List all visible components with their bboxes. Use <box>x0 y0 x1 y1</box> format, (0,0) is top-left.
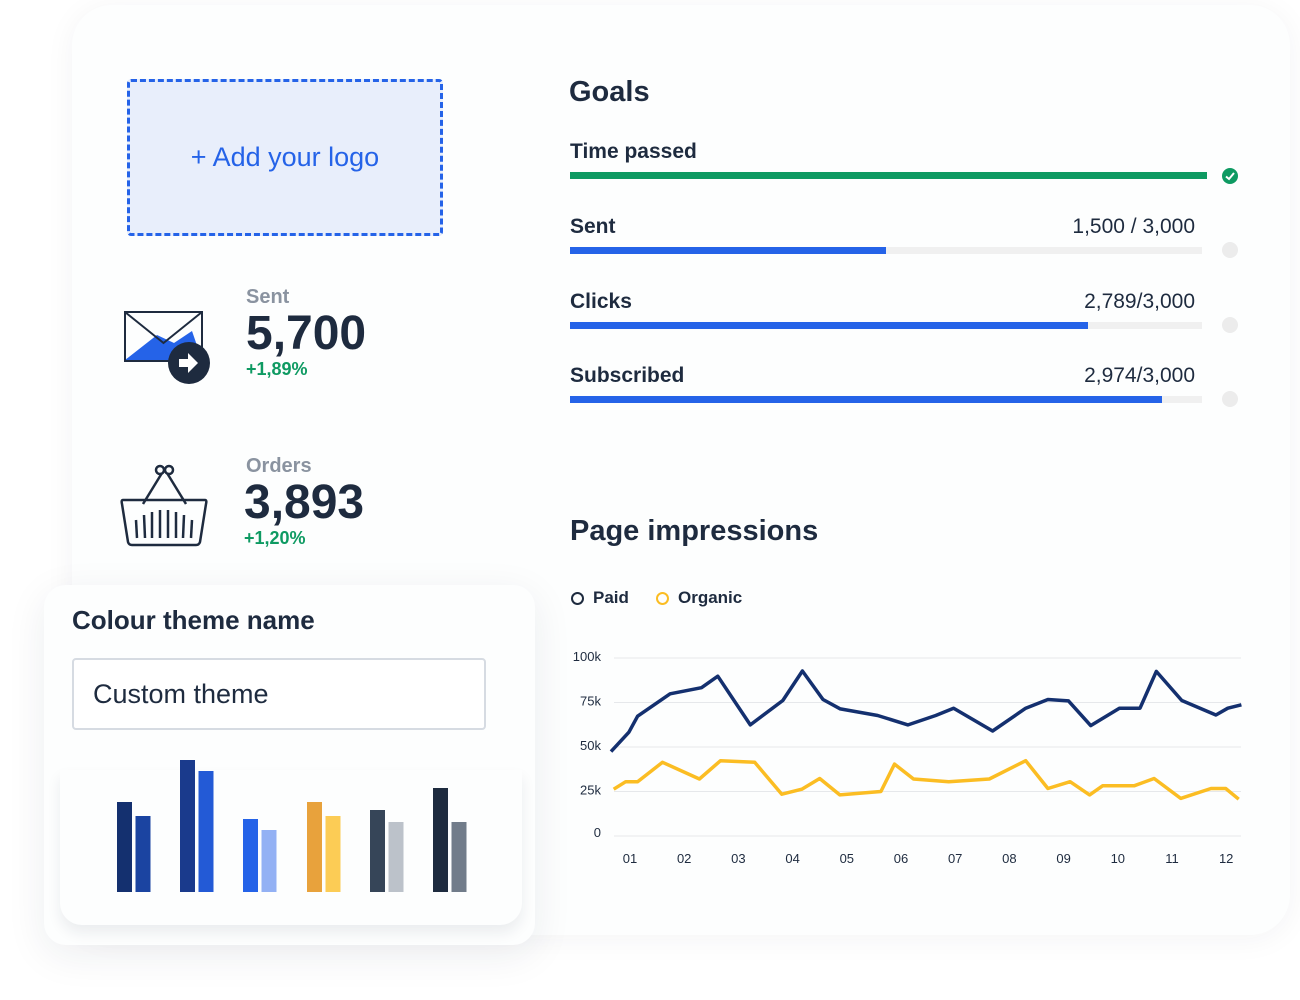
stat-change: +1,20% <box>244 528 306 549</box>
legend-item-paid[interactable]: Paid <box>571 588 629 608</box>
stat-change: +1,89% <box>246 359 308 380</box>
palette-bar <box>307 802 322 892</box>
x-tick-label: 03 <box>731 851 745 866</box>
add-logo-button[interactable]: + Add your logo <box>127 79 443 236</box>
x-tick-label: 02 <box>677 851 691 866</box>
palette-bar <box>117 802 132 892</box>
y-tick-label: 0 <box>594 825 601 840</box>
goal-name: Clicks <box>570 290 632 313</box>
palette-bar <box>370 810 385 892</box>
palette-bar <box>388 822 404 892</box>
legend-label: Paid <box>593 588 629 607</box>
envelope-send-icon <box>124 311 210 384</box>
stat-sent: Sent 5,700 +1,89% <box>246 286 366 380</box>
goal-name: Time passed <box>570 140 697 163</box>
goal-count: 2,789/3,000 <box>1084 290 1195 313</box>
check-icon <box>1222 168 1238 184</box>
goal-progress-bar <box>570 396 1202 403</box>
pending-dot-icon <box>1222 317 1238 333</box>
x-tick-label: 12 <box>1219 851 1233 866</box>
stat-value: 5,700 <box>246 307 367 360</box>
y-tick-label: 25k <box>580 783 601 798</box>
palette-bar <box>198 771 214 892</box>
palette-bar <box>243 819 258 892</box>
palette-bar <box>180 760 195 892</box>
x-tick-label: 07 <box>948 851 962 866</box>
shopping-basket-icon <box>120 464 208 547</box>
palette-bar <box>261 830 277 892</box>
x-tick-label: 04 <box>785 851 799 866</box>
palette-bar-chart <box>117 760 467 892</box>
add-logo-label: + Add your logo <box>190 142 380 172</box>
stat-value: 3,893 <box>244 476 365 529</box>
palette-bar <box>433 788 448 892</box>
palette-bar <box>135 816 151 892</box>
goal-progress-bar <box>570 322 1202 329</box>
x-tick-label: 01 <box>623 851 637 866</box>
theme-name-value: Custom theme <box>93 678 269 709</box>
theme-title: Colour theme name <box>72 605 315 635</box>
y-tick-label: 100k <box>573 649 602 664</box>
x-tick-label: 10 <box>1111 851 1125 866</box>
y-tick-label: 75k <box>580 694 601 709</box>
y-tick-label: 50k <box>580 738 601 753</box>
palette-bar <box>325 816 341 892</box>
stat-label: Orders <box>246 455 312 477</box>
series-line-organic <box>612 758 1240 801</box>
goals-title: Goals <box>569 76 650 108</box>
x-tick-label: 05 <box>840 851 854 866</box>
legend-organic-marker-icon <box>656 591 669 605</box>
palette-bar <box>451 822 467 892</box>
pending-dot-icon <box>1222 242 1238 258</box>
x-tick-label: 08 <box>1002 851 1016 866</box>
x-tick-label: 09 <box>1056 851 1070 866</box>
legend-item-organic[interactable]: Organic <box>656 588 742 608</box>
x-tick-label: 11 <box>1165 851 1179 866</box>
stat-orders: Orders 3,893 +1,20% <box>244 455 364 549</box>
series-line-paid <box>609 669 1242 753</box>
goal-progress-bar <box>570 247 1202 254</box>
legend-label: Organic <box>678 588 743 607</box>
theme-name-input[interactable]: Custom theme <box>72 658 486 730</box>
goal-progress-bar <box>570 172 1207 179</box>
goal-count: 2,974/3,000 <box>1084 364 1195 387</box>
legend-paid-marker-icon <box>571 591 584 605</box>
x-tick-label: 06 <box>894 851 908 866</box>
stat-label: Sent <box>246 286 290 308</box>
pending-dot-icon <box>1222 391 1238 407</box>
goal-name: Subscribed <box>570 364 685 387</box>
goal-count: 1,500 / 3,000 <box>1072 215 1195 238</box>
goal-name: Sent <box>570 215 616 238</box>
chart-title: Page impressions <box>570 515 819 547</box>
